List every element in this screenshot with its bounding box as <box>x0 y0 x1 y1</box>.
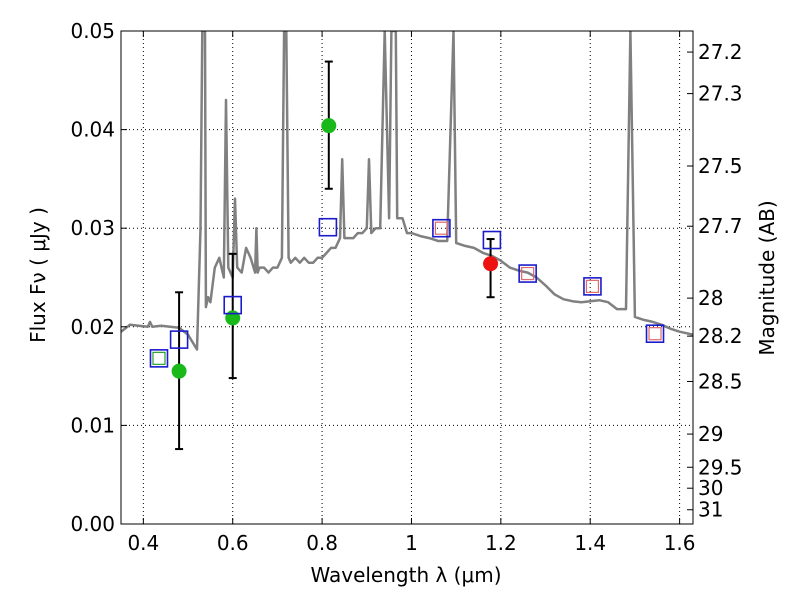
y2-tick-label: 27.2 <box>698 40 743 64</box>
x-tick-label: 1.4 <box>574 531 606 555</box>
spectrum-line <box>121 31 693 351</box>
photometry-point <box>225 310 241 326</box>
plot-frame <box>120 30 694 525</box>
x-axis-label: Wavelength λ (μm) <box>310 563 501 587</box>
y2-tick-label: 28.5 <box>698 369 743 393</box>
y2-tick-label: 28 <box>698 286 723 310</box>
y-tick-label: 0.02 <box>70 315 115 339</box>
model-square-inner <box>521 266 535 281</box>
x-tick-label: 0.8 <box>306 531 338 555</box>
y-tick-label: 0.03 <box>70 216 115 240</box>
plot-area <box>121 31 693 451</box>
model-square <box>432 218 451 238</box>
x-tick-label: 0.4 <box>127 531 159 555</box>
x-tick-label: 0.6 <box>217 531 249 555</box>
y-tick-label: 0.00 <box>70 512 115 536</box>
x-tick-label: 1.2 <box>485 531 517 555</box>
x-tick-label: 1 <box>405 531 418 555</box>
model-square <box>482 230 502 250</box>
model-square <box>518 264 537 283</box>
y-tick-label: 0.05 <box>70 19 115 43</box>
model-square <box>318 217 338 237</box>
model-square-inner <box>434 221 449 235</box>
y2-tick-label: 31 <box>698 498 723 522</box>
photometry-point <box>171 363 187 379</box>
photometry-point <box>483 256 499 272</box>
y-axis-label: Flux Fν ( μJy ) <box>26 207 50 343</box>
model-square <box>149 349 169 368</box>
model-square-inner <box>648 327 662 341</box>
y-axis: 0.00 0.01 0.02 0.03 0.04 0.05 <box>70 19 127 536</box>
y2-tick-label: 29 <box>698 422 723 446</box>
y2-axis-label: Magnitude (AB) <box>755 200 779 355</box>
model-square <box>223 295 243 315</box>
y-tick-label: 0.01 <box>70 413 115 437</box>
model-square <box>645 324 665 344</box>
y2-tick-label: 27.3 <box>698 82 743 106</box>
model-square-inner <box>152 351 166 365</box>
y2-tick-label: 28.2 <box>698 324 743 348</box>
y2-tick-label: 29.5 <box>698 455 743 479</box>
model-square <box>169 330 189 349</box>
y2-tick-label: 27.7 <box>698 214 743 238</box>
y2-tick-label: 30 <box>698 476 723 500</box>
model-square-inner <box>585 279 600 293</box>
y2-tick-label: 27.5 <box>698 154 743 178</box>
x-axis: 0.4 0.6 0.8 1 1.2 1.4 1.6 <box>127 31 696 555</box>
x-tick-label: 1.6 <box>664 531 696 555</box>
y-tick-label: 0.04 <box>70 118 115 142</box>
photometry-point <box>321 118 337 134</box>
model-square <box>583 277 602 296</box>
